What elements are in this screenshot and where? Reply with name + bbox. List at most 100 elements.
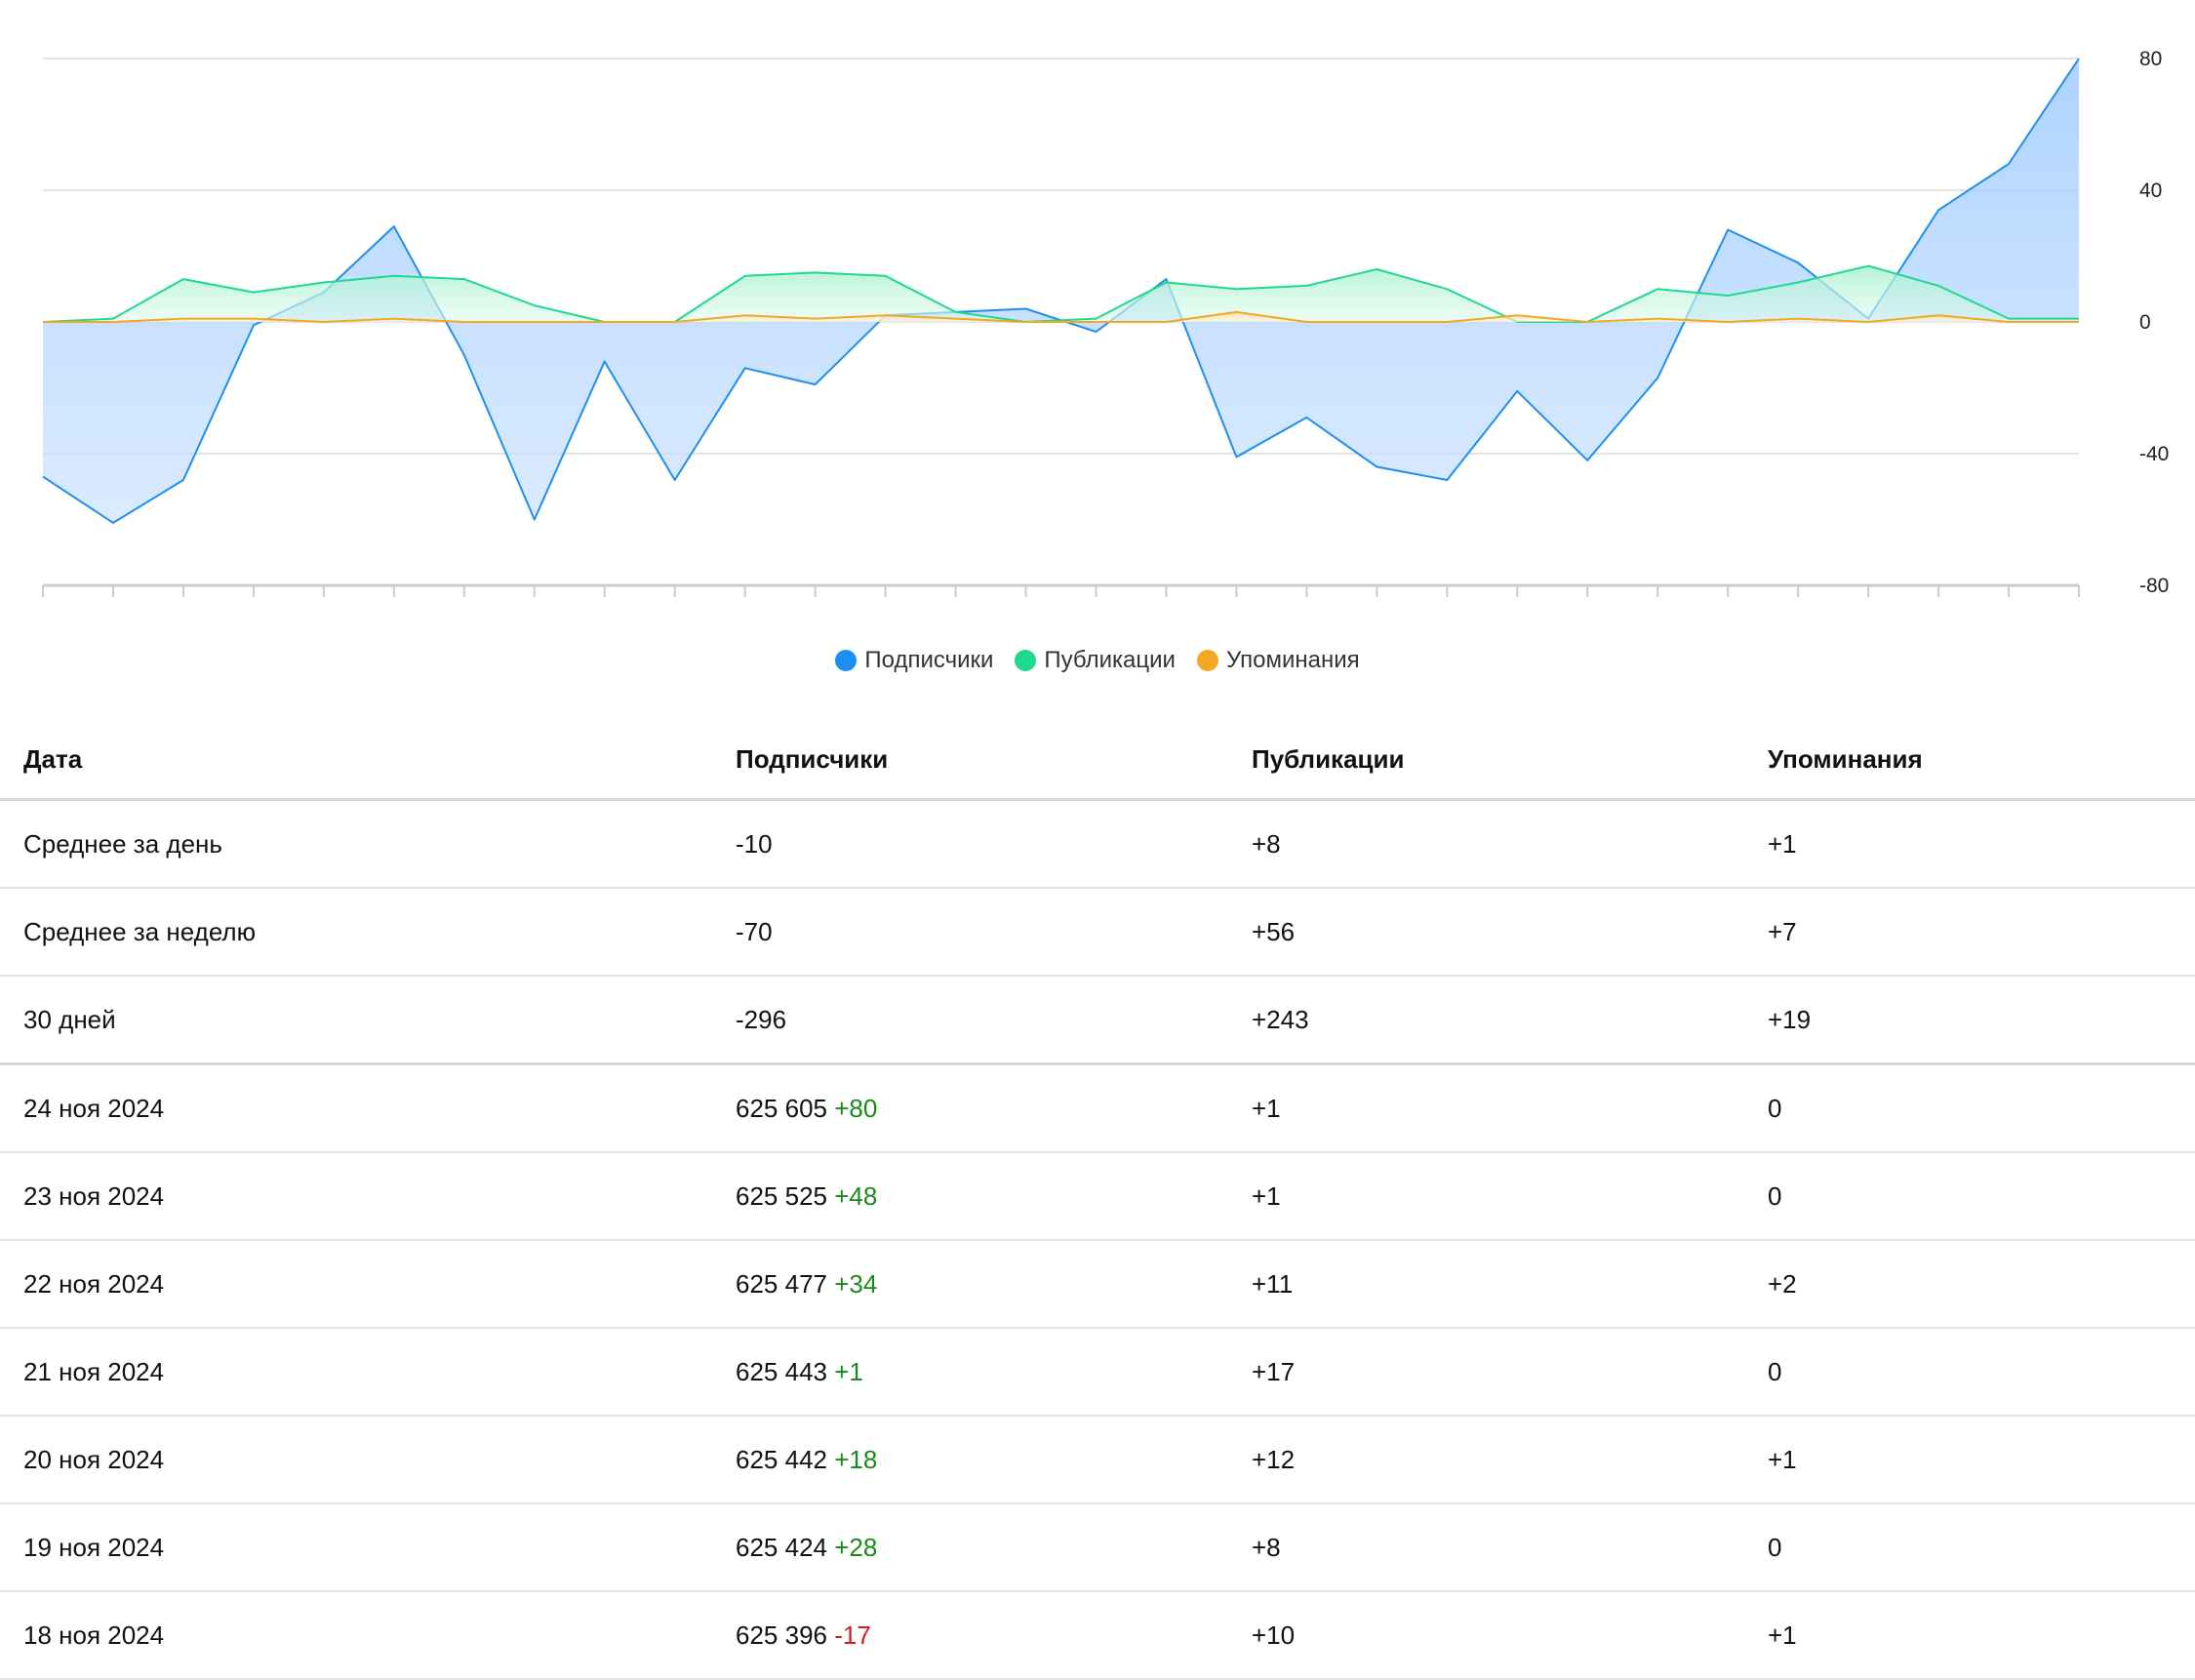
data-point-mentions [1656,317,1659,321]
row-pubs: +12 [1228,1416,1744,1504]
row-subs: 625 605 +80 [712,1063,1228,1153]
y-tick-label: 0 [2139,311,2151,334]
chart-legend: Подписчики Публикации Упоминания [0,647,2195,674]
data-point-mentions [1234,310,1238,314]
data-point-subscribers [814,382,818,386]
legend-dot-publications [1015,650,1037,671]
data-point-mentions [673,320,677,324]
data-point-mentions [603,320,607,324]
row-pubs: +11 [1228,1240,1744,1329]
series-line-publications [42,264,2079,323]
data-point-subscribers [41,475,45,479]
data-point-mentions [1796,317,1800,321]
data-point-subscribers [1726,228,1730,232]
data-point-mentions [1515,313,1519,317]
subs-total: 625 477 [736,1268,827,1299]
subs-total: 625 525 [736,1180,827,1211]
data-point-mentions [1585,320,1589,324]
legend-dot-mentions [1196,650,1218,671]
data-point-mentions [111,320,115,324]
data-point-publications [1304,284,1308,288]
row-pubs: +10 [1228,1591,1744,1680]
area-subscribers [43,59,2079,523]
header-mentions[interactable]: Упоминания [1744,720,2195,801]
subs-delta: +1 [834,1356,863,1386]
row-date: 22 ноя 2024 [0,1240,712,1329]
legend-item-mentions[interactable]: Упоминания [1196,647,1360,674]
header-publications[interactable]: Публикации [1228,720,1744,801]
header-date[interactable]: Дата [0,720,712,801]
row-subs: 625 396 -17 [712,1591,1228,1680]
table-row: 20 ноя 2024 625 442 +18 +12 +1 [0,1416,2195,1504]
table-row: 19 ноя 2024 625 424 +28 +8 0 [0,1503,2195,1592]
row-mentions: 0 [1744,1063,2195,1153]
summary-mentions: +1 [1744,799,2195,889]
summary-row: 30 дней -296 +243 +19 [0,976,2195,1065]
row-date: 21 ноя 2024 [0,1328,712,1417]
data-point-publications [1164,281,1168,285]
subs-delta: +18 [834,1444,878,1474]
data-point-mentions [1375,320,1378,324]
row-pubs: +1 [1228,1063,1744,1153]
data-point-mentions [1024,320,1028,324]
data-point-subscribers [111,521,115,525]
data-point-mentions [1445,320,1449,324]
data-point-mentions [2077,320,2081,324]
row-mentions: +1 [1744,1591,2195,1680]
legend-item-subscribers[interactable]: Подписчики [835,647,993,674]
table-row: 18 ноя 2024 625 396 -17 +10 +1 [0,1591,2195,1680]
data-point-subscribers [1024,307,1028,311]
data-point-mentions [1936,313,1940,317]
row-mentions: 0 [1744,1503,2195,1592]
legend-item-publications[interactable]: Публикации [1015,647,1176,674]
row-subs: 625 477 +34 [712,1240,1228,1329]
data-point-subscribers [743,366,747,370]
row-subs: 625 525 +48 [712,1152,1228,1241]
data-point-mentions [462,320,466,324]
subs-delta: +28 [834,1532,878,1562]
data-point-mentions [1304,320,1308,324]
summary-mentions: +19 [1744,976,2195,1065]
data-point-mentions [884,313,888,317]
subs-total: 625 443 [736,1356,827,1386]
data-point-subscribers [1094,330,1098,334]
data-point-subscribers [2077,57,2081,60]
data-point-mentions [1726,320,1730,324]
data-point-publications [252,291,256,295]
row-mentions: +1 [1744,1416,2195,1504]
header-subscribers[interactable]: Подписчики [712,720,1228,801]
data-point-subscribers [1656,376,1659,380]
data-point-subscribers [1375,465,1378,469]
area-mentions [43,311,2079,322]
data-point-publications [1866,264,1870,268]
row-subs: 625 443 +1 [712,1328,1228,1417]
row-date: 23 ноя 2024 [0,1152,712,1241]
data-point-subscribers [1445,478,1449,482]
legend-dot-subscribers [835,650,858,671]
data-point-subscribers [2007,162,2011,166]
data-point-subscribers [462,353,466,357]
data-point-mentions [252,317,256,321]
table-row: 21 ноя 2024 625 443 +1 +17 0 [0,1328,2195,1417]
data-point-mentions [2007,320,2011,324]
summary-row: Среднее за неделю -70 +56 +7 [0,888,2195,977]
row-mentions: 0 [1744,1152,2195,1241]
y-tick-label: 40 [2139,180,2162,202]
data-point-subscribers [673,478,677,482]
subs-delta: +34 [834,1268,878,1299]
line-area-chart: 80 40 0 -40 -80 [41,48,2169,597]
data-point-publications [1796,281,1800,285]
data-point-mentions [1866,320,1870,324]
table-row: 22 ноя 2024 625 477 +34 +11 +2 [0,1240,2195,1329]
data-point-mentions [1164,320,1168,324]
table-row: 24 ноя 2024 625 605 +80 +1 0 [0,1063,2195,1153]
data-point-publications [533,303,537,307]
data-point-subscribers [1936,208,1940,212]
summary-subs: -10 [712,799,1228,889]
legend-label-publications: Публикации [1044,647,1176,673]
data-point-publications [1445,287,1449,291]
data-point-publications [1375,267,1378,271]
row-date: 20 ноя 2024 [0,1416,712,1504]
data-point-mentions [954,317,958,321]
stats-table: Дата Подписчики Публикации Упоминания Ср… [0,720,2195,1680]
